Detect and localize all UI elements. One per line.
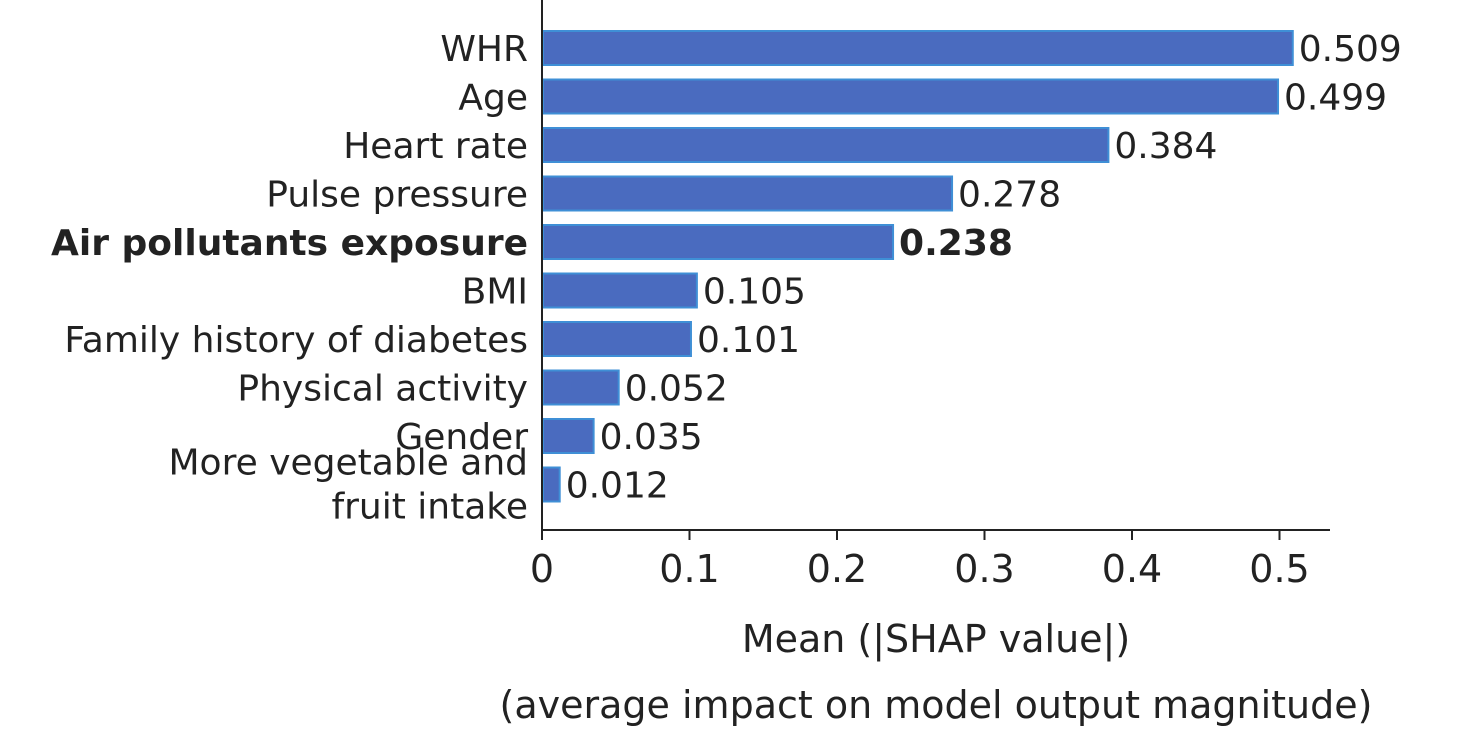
category-label-more-vegetable-and-fruit-intake: More vegetable and fruit intake — [169, 443, 529, 528]
value-label-bmi: 0.105 — [703, 272, 806, 313]
x-tick-label-0: 0 — [530, 547, 554, 591]
bar-bmi — [542, 272, 698, 309]
bar-more-vegetable-and-fruit-intake — [542, 466, 561, 503]
category-label-physical-activity: Physical activity — [237, 369, 528, 410]
bars-layer — [542, 30, 1294, 503]
value-label-more-vegetable-and-fruit-intake: 0.012 — [566, 466, 669, 507]
category-label-family-history-of-diabetes: Family history of diabetes — [64, 320, 528, 361]
category-label-age: Age — [458, 78, 528, 119]
x-tick-label-2: 0.2 — [807, 547, 867, 591]
category-label-bmi: BMI — [462, 272, 528, 313]
category-label-pulse-pressure: Pulse pressure — [266, 175, 528, 216]
bar-whr — [542, 30, 1294, 66]
value-label-air-pollutants-exposure: 0.238 — [899, 223, 1013, 264]
value-label-whr: 0.509 — [1299, 29, 1402, 70]
value-label-age: 0.499 — [1284, 78, 1387, 119]
bar-physical-activity — [542, 369, 620, 406]
category-label-gender: Gender — [395, 417, 528, 458]
category-label-whr: WHR — [440, 29, 528, 70]
bar-air-pollutants-exposure — [542, 224, 895, 260]
value-label-family-history-of-diabetes: 0.101 — [697, 320, 800, 361]
axes-layer — [541, 0, 1330, 540]
bar-gender — [542, 418, 595, 454]
x-axis-title: Mean (|SHAP value|) — [742, 617, 1130, 662]
value-label-heart-rate: 0.384 — [1114, 126, 1217, 167]
x-tick-label-5: 0.5 — [1249, 547, 1309, 591]
x-tick-label-4: 0.4 — [1102, 547, 1162, 591]
x-tick-label-1: 0.1 — [659, 547, 719, 591]
value-label-physical-activity: 0.052 — [625, 369, 728, 410]
bar-heart-rate — [542, 127, 1110, 163]
category-label-heart-rate: Heart rate — [343, 126, 528, 167]
bar-pulse-pressure — [542, 175, 954, 212]
x-tick-label-3: 0.3 — [954, 547, 1014, 591]
bar-age — [542, 78, 1280, 115]
category-label-air-pollutants-exposure: Air pollutants exposure — [51, 223, 528, 264]
value-label-gender: 0.035 — [600, 417, 703, 458]
bar-family-history-of-diabetes — [542, 321, 692, 357]
value-label-pulse-pressure: 0.278 — [958, 175, 1061, 216]
x-axis-subtitle: (average impact on model output magnitud… — [500, 683, 1373, 727]
labels-layer: 0.509 WHR 0.499 Age 0.384 Heart rate 0.278 Puls… — [51, 29, 1402, 727]
